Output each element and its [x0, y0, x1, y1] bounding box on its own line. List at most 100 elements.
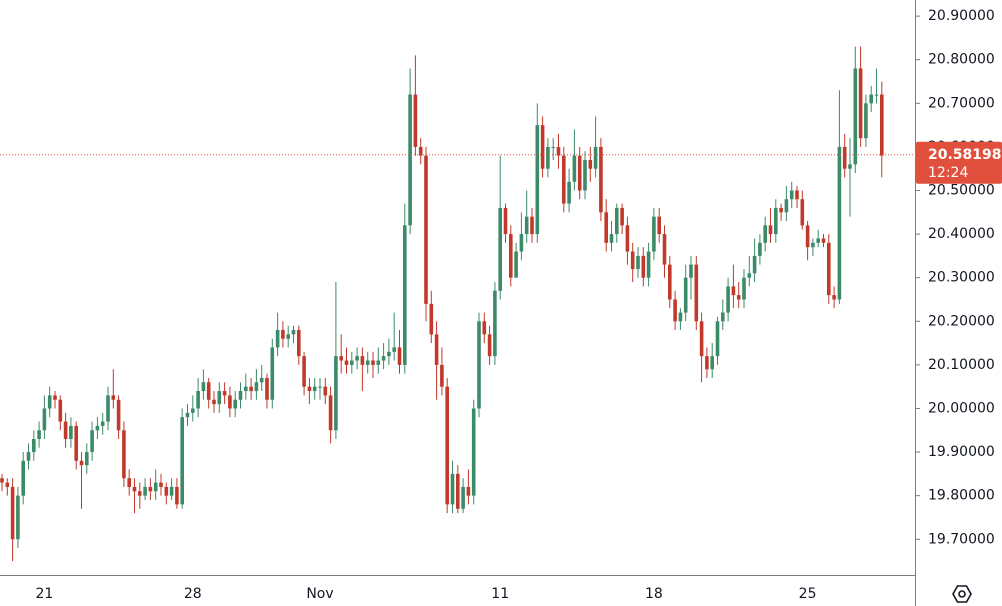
candle-body: [116, 399, 121, 431]
candle-body: [344, 360, 349, 365]
candle-body: [763, 225, 767, 243]
candle-body: [387, 351, 391, 357]
y-tick-label: 20.00000: [928, 400, 995, 416]
candle-body: [487, 334, 492, 357]
candle-body: [281, 330, 285, 339]
candle-body: [768, 225, 773, 235]
candle-body: [360, 356, 365, 365]
candle-body: [477, 321, 481, 409]
candle-body: [583, 159, 587, 191]
candle-body: [100, 421, 105, 426]
candle-body: [434, 334, 439, 365]
candle-body: [869, 94, 873, 104]
candle-body: [138, 491, 142, 496]
y-tick-label: 19.80000: [928, 488, 995, 504]
candle-body: [58, 399, 63, 422]
candle-body: [392, 347, 396, 352]
candle-body: [270, 347, 275, 400]
candle-body: [85, 452, 89, 466]
candle-body: [742, 277, 746, 300]
candle-body: [191, 408, 195, 413]
candle-body: [79, 460, 84, 466]
candle-body: [302, 356, 306, 387]
y-tick-label: 20.10000: [928, 357, 995, 373]
candle-body: [837, 146, 842, 300]
candle-body: [588, 159, 593, 169]
candle-body: [275, 330, 280, 348]
candle-body: [122, 430, 126, 479]
candle-body: [673, 299, 677, 322]
x-tick-label: 18: [645, 586, 663, 602]
candle-body: [297, 330, 301, 357]
candle-body: [864, 103, 868, 139]
candle-body: [509, 234, 513, 278]
candle-body: [811, 242, 815, 248]
candle-body: [95, 425, 100, 431]
candle-body: [726, 286, 730, 313]
candle-body: [74, 425, 78, 461]
x-tick-label: 25: [799, 586, 817, 602]
settings-icon-center[interactable]: [958, 590, 966, 598]
candle-body: [228, 395, 232, 409]
candle-body: [471, 408, 476, 496]
candle-body: [111, 395, 116, 400]
candle-body: [827, 242, 831, 296]
candle-body: [318, 386, 322, 388]
candle-body: [180, 417, 184, 505]
candle-body: [577, 155, 582, 191]
candle-body: [32, 438, 36, 453]
candle-body: [153, 482, 158, 492]
candle-body: [567, 181, 571, 204]
candle-body: [286, 334, 290, 339]
candle-body: [498, 207, 502, 291]
candle-body: [440, 364, 444, 387]
x-tick-label: 21: [35, 586, 53, 602]
candle-body: [615, 207, 619, 235]
candle-body: [164, 486, 169, 496]
candle-body: [265, 377, 269, 400]
settings-button[interactable]: [952, 585, 972, 603]
settings-icon[interactable]: [952, 585, 972, 603]
candle-body: [519, 234, 524, 252]
candle-body: [551, 146, 555, 148]
candle-body: [397, 347, 402, 365]
candle-body: [244, 386, 248, 392]
candle-body: [26, 452, 31, 461]
candle-body: [259, 377, 264, 383]
candle-body: [53, 395, 57, 400]
candle-body: [842, 146, 847, 169]
candle-body: [625, 225, 630, 252]
candle-body: [143, 486, 147, 496]
candle-body: [233, 399, 237, 409]
candle-body: [249, 386, 253, 392]
candle-body: [668, 264, 672, 300]
candle-body: [291, 330, 296, 335]
candle-body: [185, 412, 190, 418]
candle-body: [238, 391, 243, 400]
candle-body: [127, 478, 131, 487]
candle-body: [482, 321, 487, 335]
candle-body: [355, 356, 359, 361]
candle-body: [620, 207, 624, 226]
candle-body: [350, 360, 354, 365]
candle-body: [530, 216, 534, 235]
candle-body: [339, 356, 343, 361]
candle-body: [652, 216, 656, 252]
candle-body: [752, 255, 757, 274]
candle-body: [705, 356, 709, 370]
candle-body: [641, 255, 646, 278]
candle-body: [678, 312, 683, 322]
candle-body: [805, 225, 810, 248]
candle-body: [662, 234, 667, 265]
candle-body: [715, 321, 720, 357]
candle-body: [493, 290, 497, 357]
candle-body: [795, 190, 799, 200]
candle-body: [774, 207, 778, 235]
candle-body: [874, 94, 879, 96]
candle-body: [466, 486, 471, 496]
candle-body: [694, 264, 699, 322]
candle-body: [599, 146, 603, 213]
candle-body: [456, 473, 460, 509]
candle-body: [736, 295, 741, 300]
